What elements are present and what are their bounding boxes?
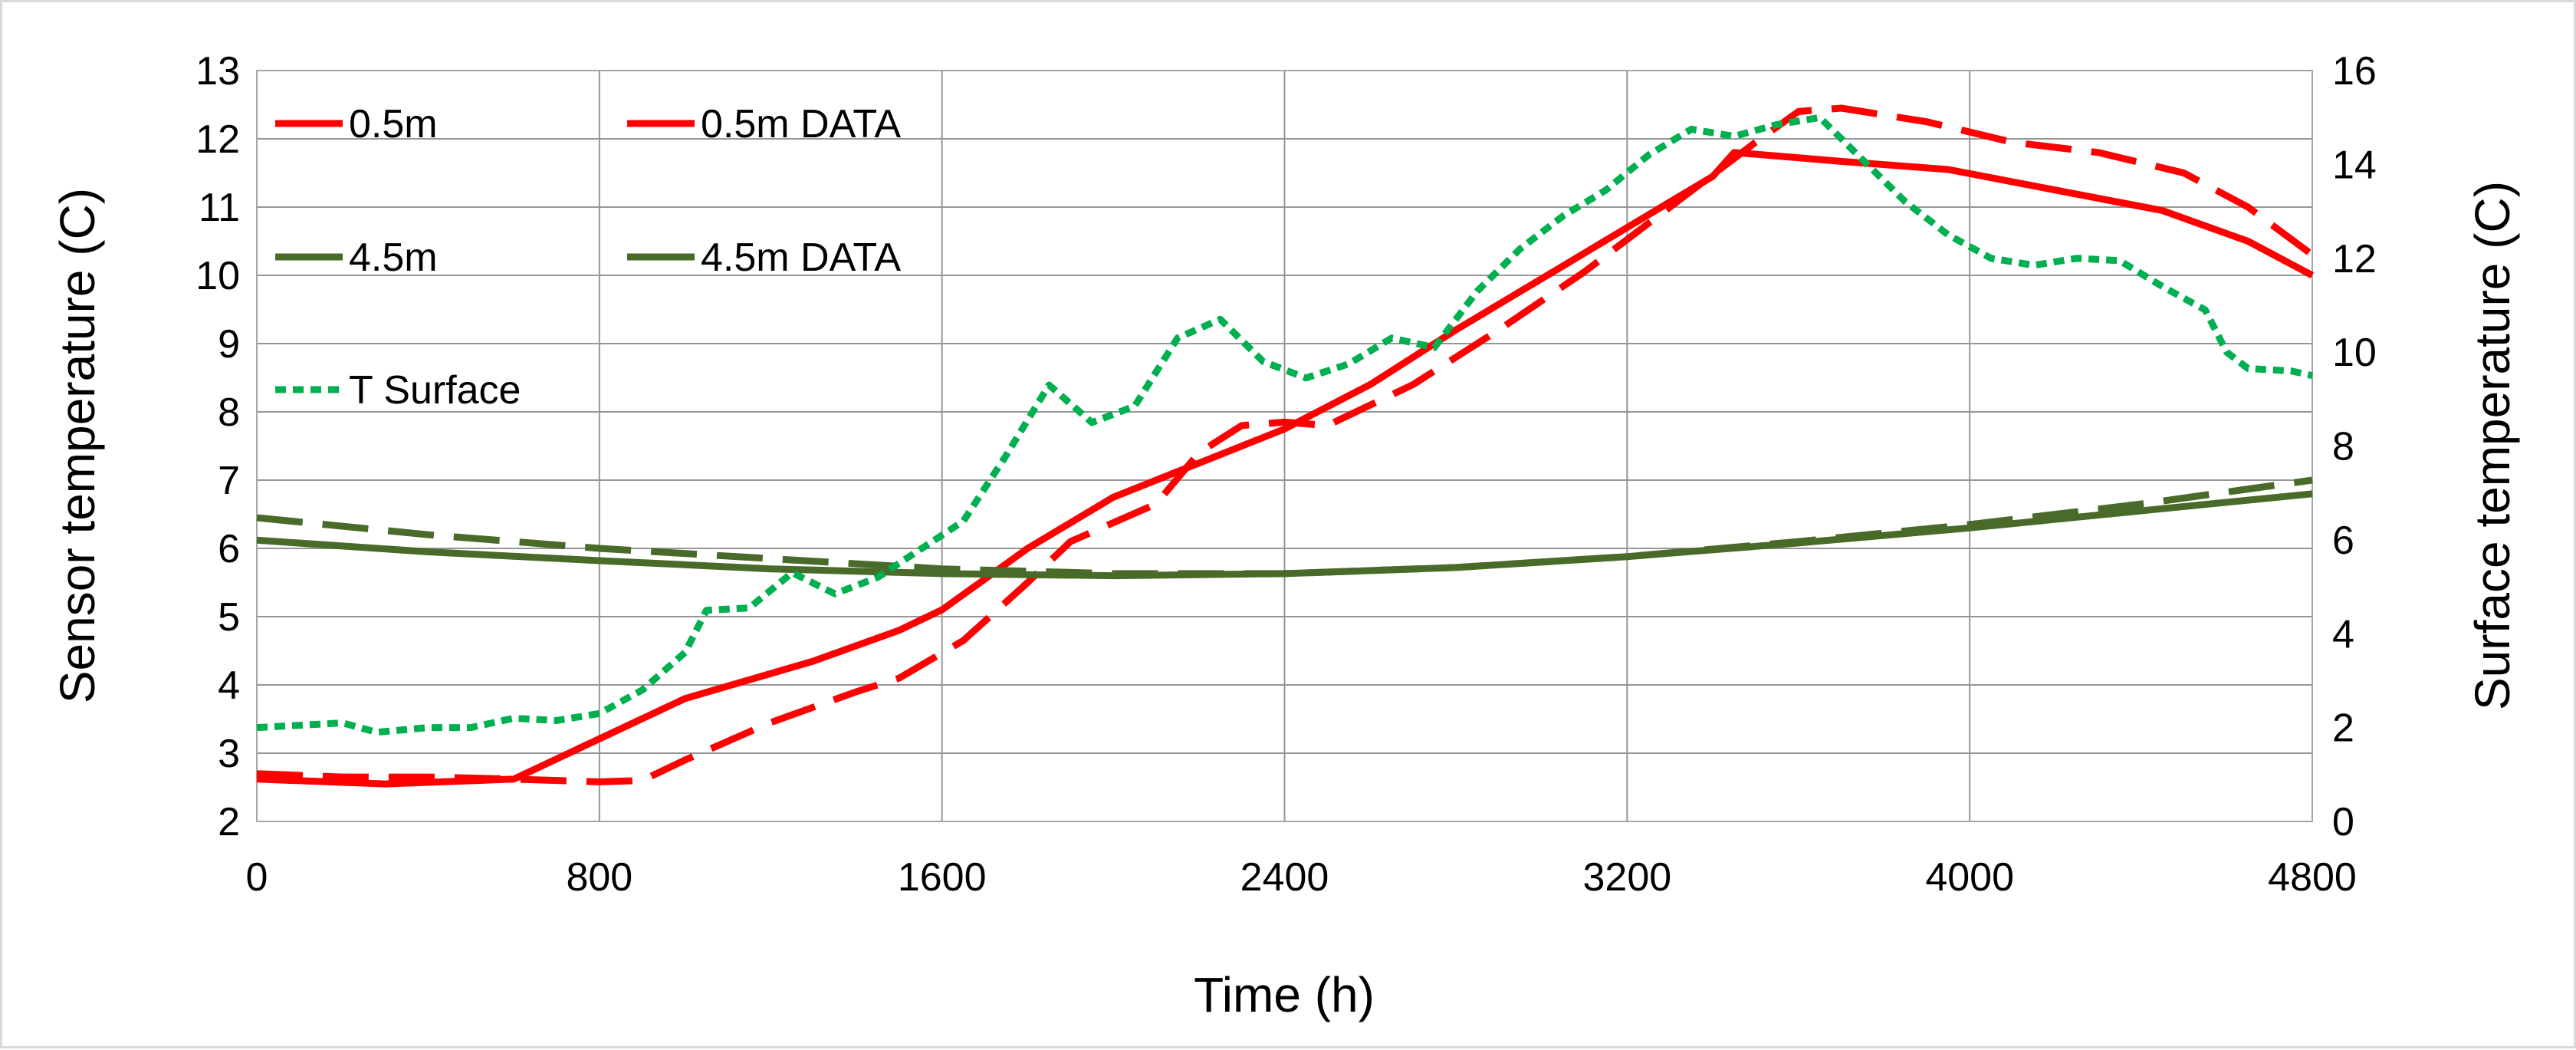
x-tick-label: 4000	[1925, 855, 2014, 900]
series-line-4-5m-data	[256, 476, 2313, 578]
legend-item: 4.5m DATA	[627, 235, 901, 280]
y-tick-label: 4	[218, 663, 240, 708]
series-line-t-surface	[256, 114, 2313, 736]
legend-item: 0.5m DATA	[627, 102, 901, 146]
legend-label: T Surface	[349, 368, 521, 413]
y-tick-label: 8	[218, 390, 240, 435]
x-axis-ticks: 0 800 1600 2400 3200 4000 4800	[246, 855, 2357, 900]
y2-tick-label: 6	[2332, 518, 2354, 563]
x-tick-label: 2400	[1240, 855, 1329, 900]
y2-tick-label: 4	[2332, 612, 2354, 657]
y-tick-label: 10	[196, 254, 240, 298]
series-line-0-5m	[256, 149, 2315, 788]
y-tick-label: 7	[218, 459, 240, 503]
right-axis-ticks: 0 2 4 6 8 10 12 14 16	[2332, 49, 2377, 844]
legend-item: 0.5m	[275, 102, 438, 146]
series-layer	[256, 104, 2315, 788]
legend-item: T Surface	[275, 368, 521, 413]
y-tick-label: 6	[218, 527, 240, 571]
legend-label: 0.5m	[349, 102, 438, 146]
y2-tick-label: 0	[2332, 800, 2354, 844]
y2-tick-label: 14	[2332, 143, 2377, 187]
y2-tick-label: 16	[2332, 49, 2377, 94]
y2-tick-label: 10	[2332, 331, 2377, 375]
y2-tick-label: 12	[2332, 237, 2377, 281]
x-tick-label: 3200	[1582, 855, 1671, 900]
y-tick-label: 9	[218, 322, 240, 367]
x-axis-title: Time (h)	[1194, 967, 1375, 1022]
y2-tick-label: 2	[2332, 706, 2354, 751]
y-tick-label: 5	[218, 595, 240, 640]
x-tick-label: 1600	[898, 855, 987, 900]
y-tick-label: 11	[199, 186, 240, 230]
legend-label: 4.5m	[349, 235, 438, 280]
y2-tick-label: 8	[2332, 425, 2354, 469]
legend-label: 4.5m DATA	[701, 235, 901, 280]
series-line-0-5m-data	[256, 104, 2315, 785]
gridlines	[257, 71, 2312, 821]
legend: 0.5m 0.5m DATA 4.5m 4.5m DATA T Surface	[275, 102, 901, 413]
y-tick-label: 2	[218, 800, 240, 844]
legend-label: 0.5m DATA	[701, 102, 901, 146]
left-axis-ticks: 2 3 4 5 6 7 8 9 10 11 12 13	[196, 49, 240, 844]
y-axis-title: Sensor temperature (C)	[50, 188, 105, 703]
x-tick-label: 0	[246, 855, 268, 900]
y-tick-label: 13	[196, 49, 240, 94]
y-tick-label: 3	[218, 732, 240, 776]
legend-item: 4.5m	[275, 235, 438, 280]
x-tick-label: 4800	[2268, 855, 2357, 900]
y-tick-label: 12	[196, 117, 240, 162]
x-tick-label: 800	[566, 855, 632, 900]
y2-axis-title: Surface temperature (C)	[2465, 181, 2520, 710]
